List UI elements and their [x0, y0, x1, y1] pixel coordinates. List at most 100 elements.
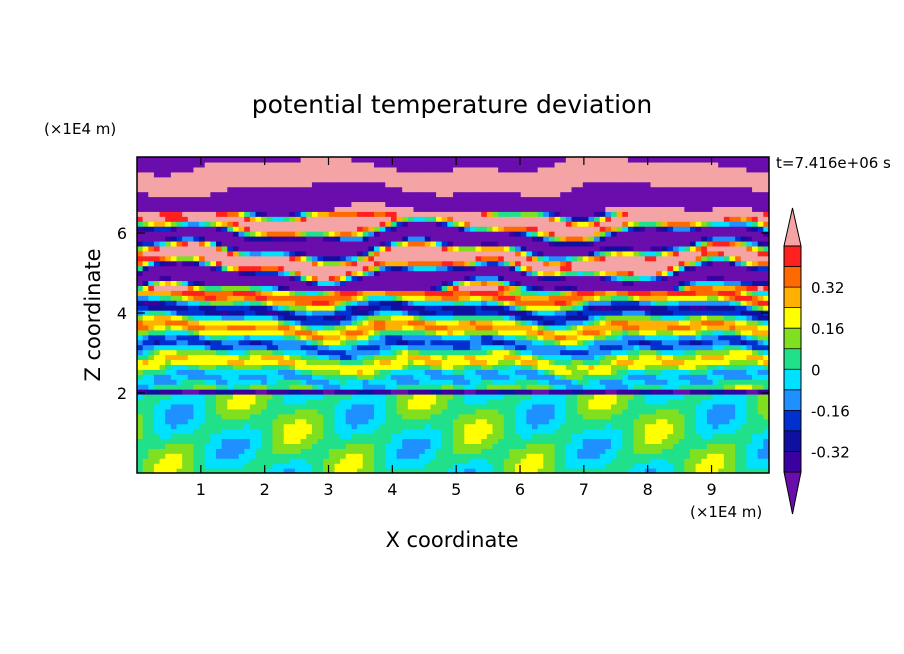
field-cell	[261, 354, 268, 361]
field-cell	[644, 423, 652, 430]
field-cell	[176, 463, 183, 469]
field-cell	[266, 270, 274, 277]
field-cell	[374, 275, 381, 282]
field-cell	[441, 339, 448, 346]
field-cell	[667, 344, 674, 351]
field-cell	[622, 438, 629, 444]
field-cell	[261, 394, 268, 400]
field-cell	[622, 458, 629, 464]
field-cell	[357, 394, 364, 400]
field-cell	[673, 300, 680, 306]
field-cell	[199, 458, 206, 464]
field-cell	[238, 463, 245, 469]
field-cell	[407, 285, 415, 291]
field-cell	[481, 260, 488, 267]
field-cell	[548, 408, 556, 415]
field-cell	[740, 403, 748, 410]
field-cell	[458, 423, 465, 430]
field-cell	[424, 260, 432, 267]
field-cell	[548, 458, 556, 464]
field-cell	[170, 418, 178, 425]
field-cell	[644, 428, 652, 435]
field-cell	[159, 310, 166, 316]
field-cell	[249, 418, 257, 425]
field-cell	[752, 423, 759, 430]
field-cell	[334, 260, 341, 267]
field-cell	[176, 389, 183, 395]
field-cell	[311, 250, 319, 257]
field-cell	[656, 398, 663, 405]
field-cell	[712, 438, 719, 444]
field-cell	[560, 453, 567, 459]
field-cell	[249, 428, 257, 435]
field-cell	[537, 349, 544, 356]
field-cell	[492, 290, 499, 296]
field-cell	[599, 290, 606, 296]
field-cell	[176, 329, 183, 336]
field-cell	[723, 265, 731, 272]
field-cell	[616, 394, 623, 400]
field-cell	[153, 280, 161, 286]
field-cell	[560, 423, 567, 430]
field-cell	[176, 394, 183, 400]
field-cell	[436, 384, 443, 390]
field-cell	[701, 300, 708, 306]
field-cell	[701, 285, 708, 291]
field-cell	[622, 300, 629, 306]
field-cell	[503, 394, 511, 400]
field-cell	[193, 310, 200, 316]
field-cell	[458, 315, 465, 321]
field-cell	[627, 305, 635, 311]
field-cell	[492, 384, 499, 390]
field-cell	[650, 398, 657, 405]
field-cell	[577, 398, 584, 405]
field-cell	[678, 423, 685, 430]
field-cell	[272, 463, 279, 469]
field-cell	[706, 413, 714, 420]
field-cell	[560, 329, 567, 336]
field-cell	[577, 359, 584, 365]
field-cell	[142, 458, 149, 464]
field-cell	[306, 448, 313, 454]
field-cell	[520, 334, 527, 341]
field-cell	[695, 305, 702, 311]
field-cell	[486, 428, 494, 435]
field-cell	[706, 359, 714, 365]
field-cell	[137, 438, 144, 444]
field-cell	[430, 463, 437, 469]
field-cell	[328, 290, 336, 296]
field-cell	[763, 369, 769, 375]
field-cell	[458, 265, 465, 272]
field-cell	[142, 285, 149, 291]
field-cell	[165, 398, 172, 405]
field-cell	[165, 369, 172, 375]
field-cell	[148, 319, 155, 326]
field-cell	[486, 344, 494, 351]
field-cell	[582, 403, 590, 410]
field-cell	[594, 329, 601, 336]
field-cell	[723, 443, 731, 449]
field-cell	[238, 364, 245, 370]
field-cell	[520, 280, 527, 286]
field-cell	[644, 255, 652, 262]
field-cell	[357, 250, 364, 257]
field-cell	[565, 433, 573, 440]
field-cell	[419, 280, 426, 286]
field-cell	[594, 290, 601, 296]
field-cell	[436, 315, 443, 321]
field-cell	[537, 344, 544, 351]
field-cell	[379, 423, 386, 430]
field-cell	[204, 265, 211, 272]
field-cell	[611, 428, 618, 435]
field-cell	[639, 408, 646, 415]
field-cell	[137, 305, 144, 311]
field-cell	[757, 339, 764, 346]
field-cell	[137, 374, 144, 380]
field-cell	[582, 433, 590, 440]
field-cell	[210, 433, 217, 440]
field-cell	[515, 295, 522, 301]
field-cell	[763, 403, 769, 410]
field-cell	[486, 379, 494, 385]
field-cell	[740, 438, 748, 444]
field-cell	[599, 438, 606, 444]
